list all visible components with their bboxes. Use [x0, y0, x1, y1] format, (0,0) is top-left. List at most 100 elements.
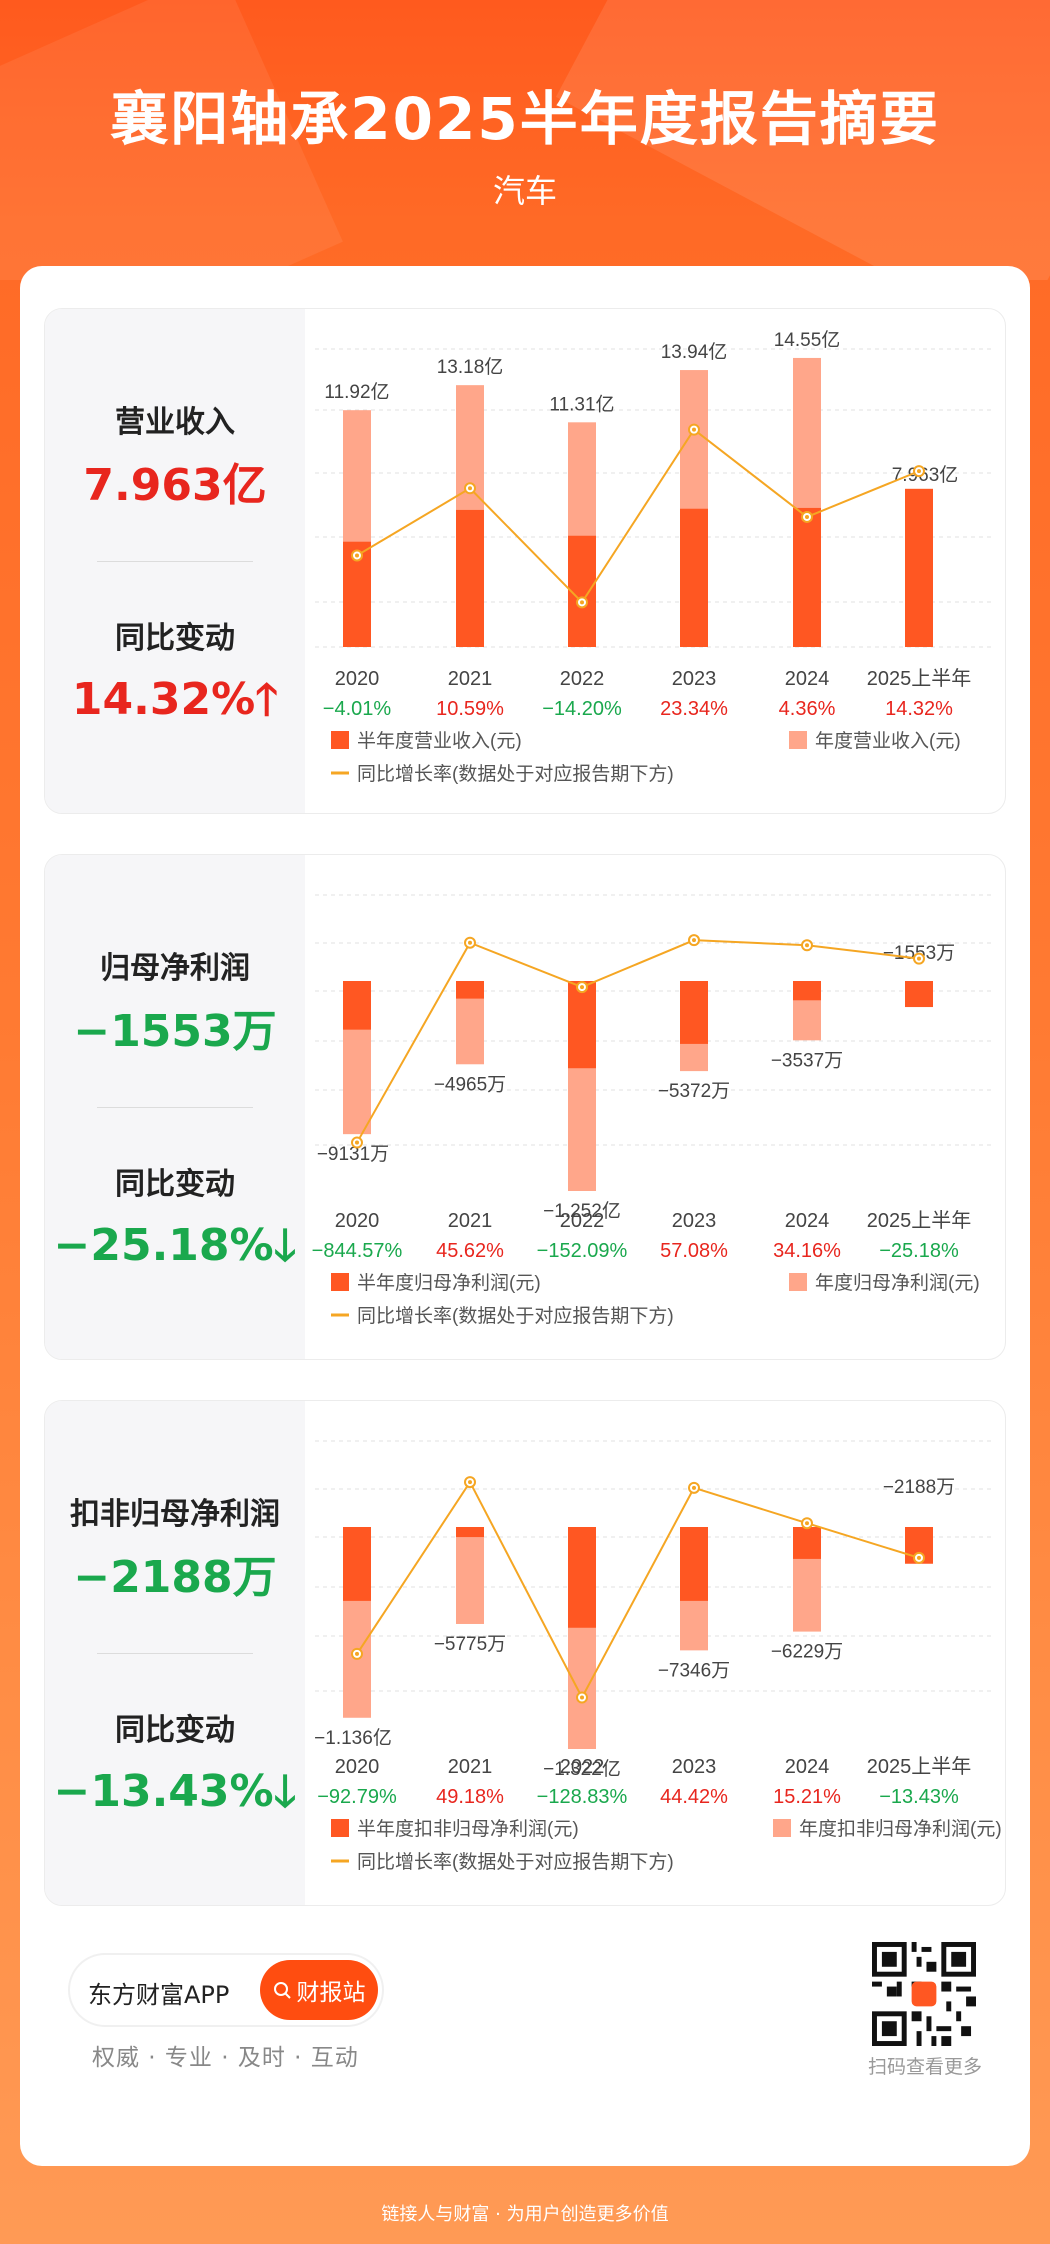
growth-rate-dot: [692, 1485, 696, 1490]
change-label: 同比变动: [115, 1167, 235, 1202]
growth-rate-dot: [805, 1521, 809, 1526]
change-value: −13.43%🡓: [53, 1766, 297, 1817]
change-label: 同比变动: [115, 1713, 235, 1748]
category-label: 2025上半年: [867, 667, 972, 690]
search-icon: [273, 1982, 291, 1999]
metric-value: 7.963亿: [83, 460, 267, 511]
metric-label: 归母净利润: [100, 951, 250, 986]
revenue-panel: 营业收入 7.963亿 同比变动 14.32%🡑 11.92亿 13.18亿 11.…: [44, 308, 1006, 814]
metric-value: −1553万: [73, 1006, 277, 1057]
divider: [97, 561, 253, 562]
change-label: 同比变动: [115, 621, 235, 656]
half-year-bar: [456, 1527, 484, 1538]
growth-rate-dot: [468, 1480, 472, 1485]
growth-rate-dot: [580, 985, 584, 990]
value-label: −4965万: [434, 1074, 506, 1095]
footer-slogan: 链接人与财富 · 为用户创造更多价值: [381, 2204, 669, 2225]
report-station-label: 财报站: [296, 1980, 366, 2006]
legend-label: 同比增长率(数据处于对应报告期下方): [357, 1851, 674, 1873]
value-label: 11.31亿: [549, 393, 614, 415]
qr-code-icon[interactable]: [872, 1942, 976, 2046]
annual-bar: [456, 1527, 484, 1624]
half-year-bar: [793, 507, 821, 647]
category-label: 2024: [785, 1210, 830, 1232]
rate-label: −13.43%: [879, 1786, 959, 1808]
category-label: 2020: [335, 1756, 380, 1778]
growth-rate-dot: [355, 1651, 359, 1656]
divider: [97, 1107, 253, 1108]
category-label: 2022: [560, 1756, 605, 1778]
growth-rate-dot: [580, 600, 584, 605]
category-label: 2024: [785, 1756, 830, 1778]
rate-label: −128.83%: [537, 1786, 628, 1808]
change-value: −25.18%🡓: [53, 1220, 297, 1271]
category-label: 2023: [672, 668, 717, 690]
half-year-bar: [680, 981, 708, 1044]
rate-label: 57.08%: [660, 1240, 728, 1262]
arrow-down-icon: 🡓: [273, 1766, 297, 1817]
value-label: −1.252亿: [543, 1200, 621, 1222]
metric-value: −2188万: [73, 1552, 277, 1603]
legend-swatch-half: [331, 731, 349, 749]
metric-summary: 营业收入 7.963亿 同比变动 14.32%🡑: [45, 309, 305, 813]
page-subtitle: 汽车: [492, 172, 557, 210]
rate-label: 14.32%: [885, 698, 953, 720]
growth-rate-dot: [692, 427, 696, 432]
growth-rate-dot: [355, 553, 359, 558]
legend-swatch-annual: [773, 1819, 791, 1837]
legend-label: 年度归母净利润(元): [815, 1272, 980, 1294]
value-label: 14.55亿: [774, 329, 841, 351]
value-label: −1.322亿: [543, 1758, 621, 1780]
divider: [97, 1653, 253, 1654]
category-label: 2020: [335, 668, 380, 690]
rate-label: 45.62%: [436, 1240, 504, 1262]
deducted-profit-chart: −1.136亿 −5775万 −1.322亿 −7346万 −6229万 −2188万 20…: [314, 1440, 1002, 1873]
half-year-bar: [456, 981, 484, 999]
half-year-bar: [343, 981, 371, 1030]
app-badge[interactable]: 东方财富APP 财报站: [70, 1955, 382, 2025]
half-year-bar: [680, 508, 708, 647]
value-label: 13.18亿: [437, 356, 504, 378]
legend-swatch-annual: [789, 1273, 807, 1291]
arrow-down-icon: 🡓: [273, 1220, 297, 1271]
change-value: 14.32%🡑: [71, 674, 279, 725]
rate-label: 49.18%: [436, 1786, 504, 1808]
tagline: 权威 · 专业 · 及时 · 互动: [92, 2045, 359, 2071]
growth-rate-dot: [805, 943, 809, 948]
metric-summary: 归母净利润 −1553万 同比变动 −25.18%🡓: [45, 855, 305, 1359]
metric-summary: 扣非归母净利润 −2188万 同比变动 −13.43%🡓: [45, 1401, 305, 1905]
half-year-bar: [568, 981, 596, 1069]
half-year-bar: [905, 488, 933, 647]
category-label: 2021: [448, 1210, 493, 1232]
rate-label: 44.42%: [660, 1786, 728, 1808]
value-label: −2188万: [883, 1477, 955, 1498]
legend-label: 年度营业收入(元): [815, 730, 961, 752]
value-label: 13.94亿: [661, 341, 728, 363]
category-label: 2023: [672, 1756, 717, 1778]
value-label: −5372万: [658, 1081, 730, 1102]
half-year-bar: [456, 509, 484, 647]
rate-label: −844.57%: [312, 1240, 403, 1262]
legend-label: 同比增长率(数据处于对应报告期下方): [357, 763, 674, 785]
half-year-bar: [343, 1527, 371, 1601]
report-station-button[interactable]: 财报站: [260, 1960, 378, 2020]
legend-label: 同比增长率(数据处于对应报告期下方): [357, 1305, 674, 1327]
growth-rate-dot: [917, 1555, 921, 1560]
metric-label: 营业收入: [115, 405, 235, 440]
rate-label: 23.34%: [660, 698, 728, 720]
net-profit-chart: −9131万−4965万−1.252亿−5372万−3537万−1553万202…: [312, 894, 995, 1327]
growth-rate-dot: [805, 514, 809, 519]
category-label: 2022: [560, 668, 605, 690]
rate-label: −4.01%: [323, 698, 392, 720]
legend-label: 半年度扣非归母净利润(元): [357, 1818, 579, 1840]
half-year-bar: [793, 1527, 821, 1559]
growth-rate-dot: [692, 938, 696, 943]
value-label: −6229万: [771, 1642, 843, 1663]
growth-rate-dot: [355, 1140, 359, 1145]
growth-rate-dot: [468, 940, 472, 945]
rate-label: −14.20%: [542, 698, 622, 720]
arrow-up-icon: 🡑: [255, 674, 279, 725]
half-year-bar: [905, 981, 933, 1008]
rate-label: −25.18%: [879, 1240, 959, 1262]
app-name: 东方财富APP: [88, 1981, 230, 2009]
